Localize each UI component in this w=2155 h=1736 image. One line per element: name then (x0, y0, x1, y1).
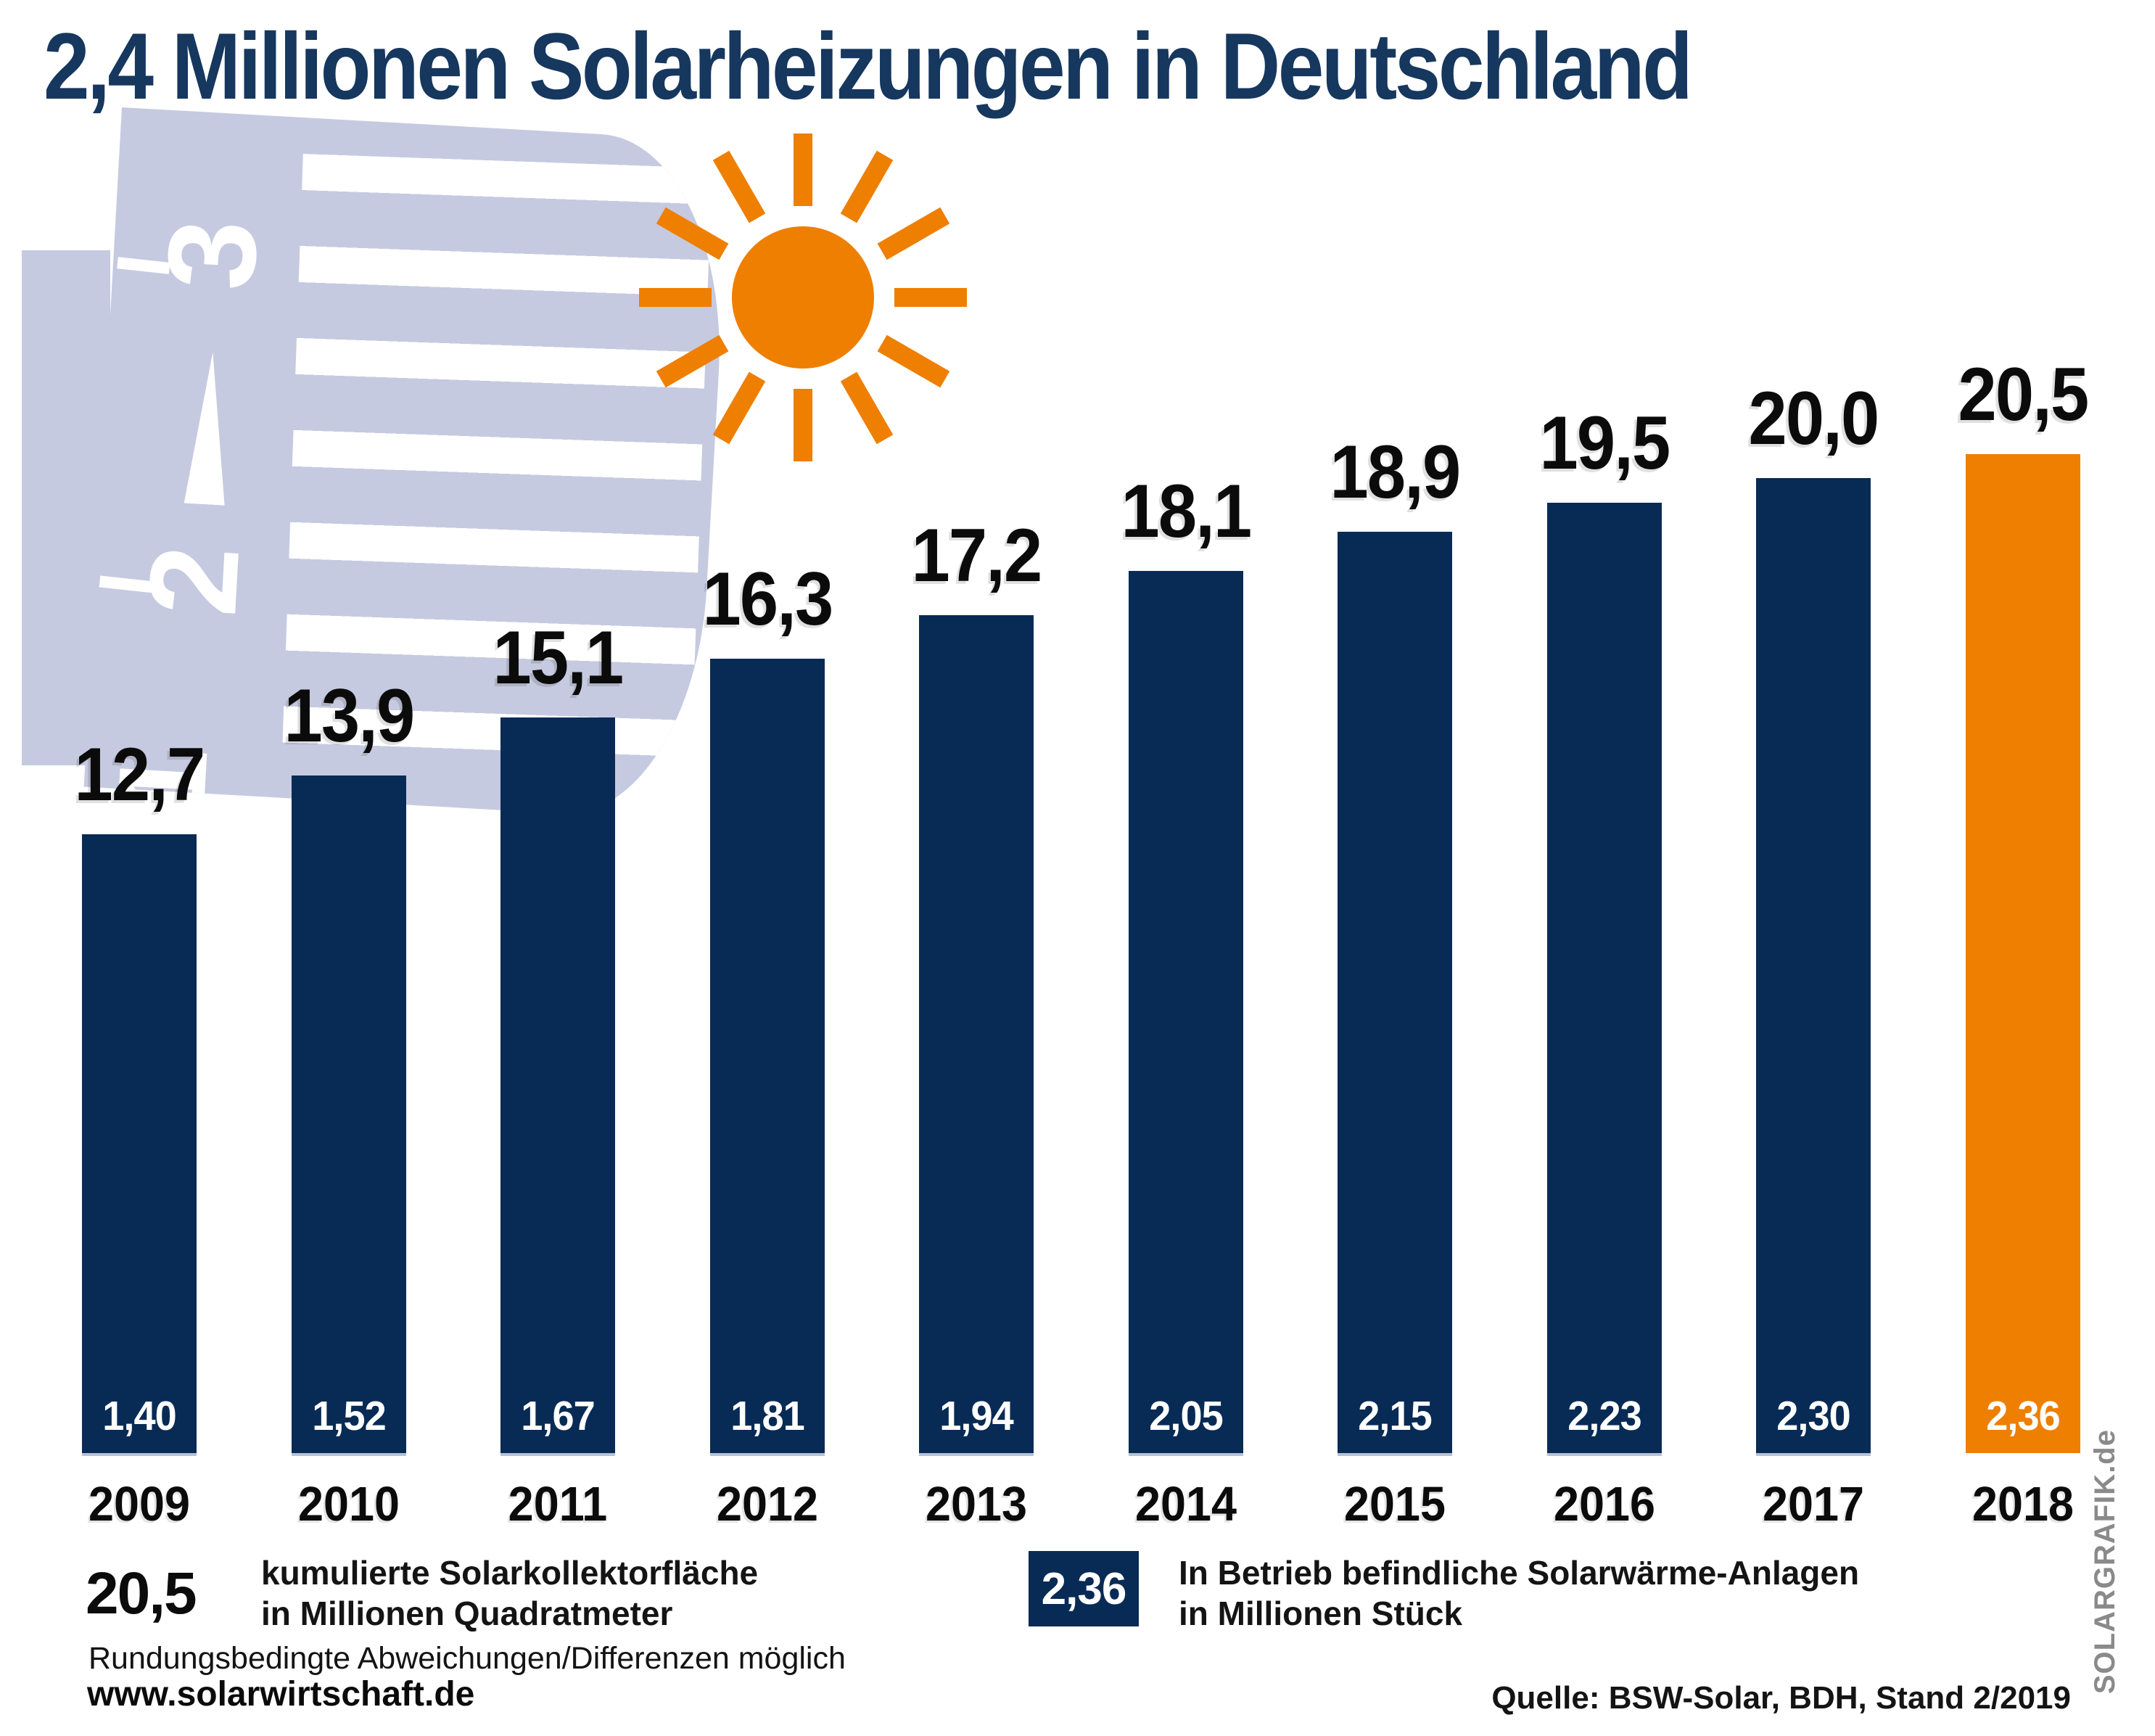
bar-2016 (1546, 503, 1662, 1453)
bar-inner-value: 1,40 (102, 1393, 177, 1439)
bar-value-label: 19,5 (1539, 401, 1670, 485)
year-label: 2013 (925, 1477, 1028, 1531)
legend-left-value: 20,5 (86, 1560, 197, 1626)
bar-inner-value: 2,05 (1148, 1393, 1224, 1439)
sun-core (732, 226, 874, 369)
bar-inner-value: 2,15 (1358, 1393, 1433, 1439)
legend-right-line1: In Betrieb befindliche Solarwärme-Anlage… (1179, 1554, 1860, 1592)
credit-vertical-text: SOLARGRAFIK.de (2089, 1428, 2121, 1694)
bar-inner-value: 2,30 (1776, 1393, 1851, 1439)
bar-value-label: 15,1 (493, 616, 625, 700)
bar-inner-value: 2,36 (1985, 1393, 2061, 1439)
bar-2013 (919, 615, 1034, 1453)
year-label: 2014 (1134, 1477, 1237, 1531)
bar-2011 (500, 717, 615, 1453)
bar-2012 (709, 659, 825, 1453)
thermostat-dial-number-3: 3 (141, 216, 284, 294)
legend-left-text: kumulierte Solarkollektorfläche in Milli… (261, 1552, 758, 1634)
source-note: Quelle: BSW-Solar, BDH, Stand 2/2019 (1491, 1680, 2071, 1716)
bar-2010 (291, 776, 406, 1453)
bar-value-label: 18,1 (1121, 469, 1252, 554)
bar-value-label: 18,9 (1330, 430, 1462, 514)
year-label: 2011 (508, 1477, 608, 1531)
bar-value-label: 16,3 (702, 557, 833, 641)
legend-right-value-box: 2,36 (1029, 1551, 1139, 1626)
legend-left-line2: in Millionen Quadratmeter (261, 1595, 673, 1633)
bar-value-label: 20,0 (1748, 377, 1880, 461)
thermostat-dial-arrow (184, 351, 234, 506)
year-label: 2009 (88, 1477, 191, 1531)
year-label: 2010 (297, 1477, 400, 1531)
bar-2017 (1756, 478, 1871, 1453)
bar-inner-value: 1,94 (939, 1393, 1014, 1439)
bar-2018 (1965, 454, 2080, 1453)
year-label: 2015 (1343, 1477, 1446, 1531)
legend-right-text: In Betrieb befindliche Solarwärme-Anlage… (1179, 1552, 1859, 1634)
year-label: 2017 (1762, 1477, 1865, 1531)
year-label: 2012 (716, 1477, 818, 1531)
bar-value-label: 17,2 (911, 514, 1043, 598)
bar-inner-value: 1,52 (311, 1393, 387, 1439)
year-label: 2016 (1553, 1477, 1655, 1531)
rounding-note: Rundungsbedingte Abweichungen/Differenze… (88, 1641, 846, 1676)
bar-value-label: 20,5 (1958, 353, 2089, 437)
bar-inner-value: 1,81 (730, 1393, 805, 1439)
bar-2015 (1338, 532, 1452, 1453)
year-label: 2018 (1971, 1477, 2074, 1531)
legend-left-line1: kumulierte Solarkollektorfläche (261, 1554, 759, 1592)
bar-inner-value: 1,67 (521, 1393, 596, 1439)
bar-2009 (82, 834, 197, 1453)
bar-value-label: 13,9 (284, 674, 415, 758)
bar-inner-value: 2,23 (1567, 1393, 1642, 1439)
bar-2014 (1128, 571, 1243, 1453)
legend-right-line2: in Millionen Stück (1179, 1595, 1463, 1633)
legend-right-value: 2,36 (1041, 1563, 1127, 1614)
bar-value-label: 12,7 (74, 733, 206, 817)
page-title: 2,4 Millionen Solarheizungen in Deutschl… (44, 13, 1693, 119)
website-link[interactable]: www.solarwirtschaft.de (87, 1675, 475, 1714)
